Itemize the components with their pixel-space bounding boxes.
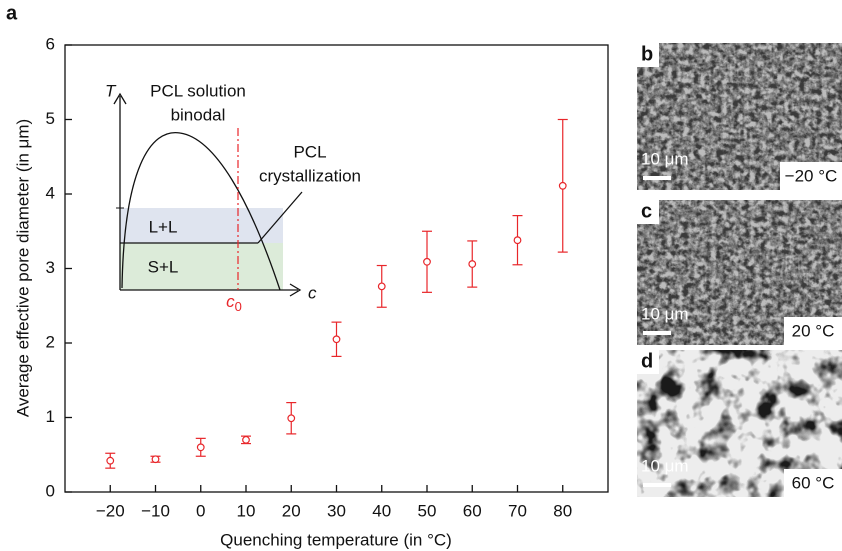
data-point [558, 181, 567, 190]
temperature-box [784, 469, 842, 497]
t-axis-label: T [105, 81, 117, 100]
c0-subscript: 0 [235, 299, 242, 314]
y-tick-label: 1 [46, 407, 55, 426]
x-tick-label: −20 [96, 501, 125, 520]
x-tick-label: 30 [327, 501, 346, 520]
panel-label: a [6, 2, 18, 24]
temperature-box [784, 317, 842, 345]
x-tick-label: 40 [372, 501, 391, 520]
arrow [113, 92, 127, 105]
y-tick-label: 2 [46, 332, 55, 351]
crystallization-label: PCL [293, 142, 326, 161]
ll-region [120, 208, 283, 243]
x-tick-label: −10 [141, 501, 170, 520]
scale-bar [643, 176, 671, 180]
data-point [196, 443, 205, 452]
panel-label: b [641, 43, 653, 65]
x-axis-label: Quenching temperature (in °C) [220, 530, 452, 549]
data-point [423, 257, 431, 266]
temperature-label: 60 °C [792, 473, 835, 492]
inset-diagram: T c PCL solution binodal PCL crystalliza… [105, 81, 361, 314]
scale-bar [643, 483, 671, 487]
x-tick-label: 0 [196, 501, 205, 520]
panel-label: d [641, 350, 653, 372]
data-point [287, 414, 296, 423]
data-point [242, 435, 250, 444]
crystallization-label: crystallization [259, 166, 361, 185]
binodal-curve [121, 131, 281, 291]
panel-label-box [637, 43, 659, 67]
arrow [289, 283, 302, 297]
x-tick-label: 80 [553, 501, 572, 520]
binodal-label: binodal [171, 105, 226, 124]
y-tick-label: 4 [46, 183, 55, 202]
binodal-label: PCL solution [150, 81, 246, 100]
region-label: L+L [149, 217, 178, 236]
c0-label: c0 [226, 292, 242, 314]
x-tick-label: 50 [418, 501, 437, 520]
crystallization-line [257, 191, 303, 244]
data-point [332, 335, 341, 344]
temperature-box [780, 162, 842, 190]
y-tick-label: 3 [46, 258, 55, 277]
c0-label: c [226, 292, 235, 311]
panel-label-box [637, 200, 659, 224]
c-axis-label: c [308, 283, 317, 302]
region-label: S+L [148, 257, 179, 276]
y-tick-label: 0 [46, 481, 55, 500]
data-point [151, 455, 160, 464]
data-point [377, 282, 386, 291]
data-point [106, 456, 115, 465]
scale-bar-label: 10 μm [641, 456, 689, 475]
y-tick-label: 5 [46, 109, 55, 128]
data-point [468, 260, 477, 268]
x-tick-label: 20 [282, 501, 301, 520]
scale-bar-label: 10 μm [641, 149, 689, 168]
panel-label: c [641, 200, 652, 222]
y-tick-label: 6 [46, 34, 55, 53]
y-axis-label: Average effective pore diameter (in μm) [13, 119, 32, 417]
temperature-label: 20 °C [792, 321, 835, 340]
x-tick-label: 10 [237, 501, 256, 520]
scale-bar [643, 331, 671, 335]
scale-bar-label: 10 μm [641, 304, 689, 323]
panel-label-box [637, 350, 659, 374]
temperature-label: −20 °C [785, 166, 838, 185]
data-point [513, 236, 522, 245]
x-tick-label: 60 [463, 501, 482, 520]
sl-region [120, 243, 283, 290]
x-tick-label: 70 [508, 501, 527, 520]
